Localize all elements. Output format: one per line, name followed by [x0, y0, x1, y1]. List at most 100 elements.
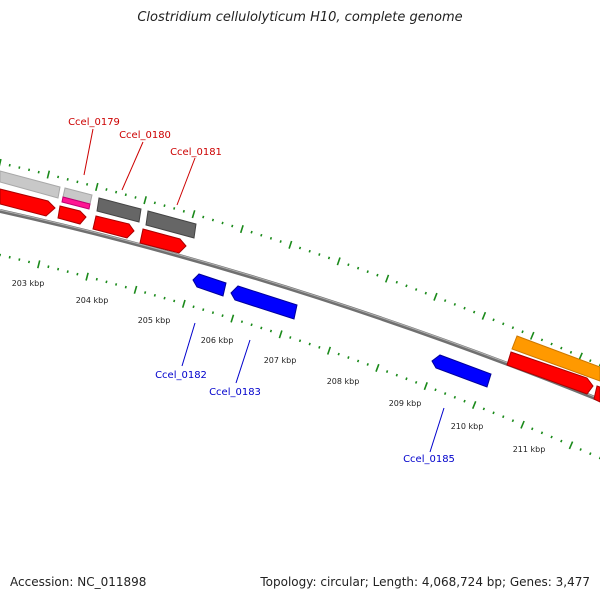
inner-tick	[211, 311, 215, 315]
inner-tick	[579, 448, 582, 451]
inner-tick	[95, 277, 98, 281]
inner-tick	[153, 293, 156, 297]
inner-tick	[115, 283, 118, 286]
outer-tick	[66, 178, 69, 181]
outer-tick	[105, 188, 108, 191]
inner-tick	[192, 305, 195, 309]
outer-tick	[260, 233, 263, 237]
outer-tick	[0, 158, 2, 167]
inner-tick	[250, 323, 253, 327]
outer-tick	[540, 338, 544, 342]
outer-tick	[463, 306, 466, 310]
inner-tick	[27, 260, 31, 264]
scale-label-204: 204 kbp	[76, 296, 109, 305]
outer-tick	[492, 318, 495, 322]
feature-light-grey	[0, 170, 61, 199]
inner-tick	[173, 299, 176, 303]
outer-tick	[115, 190, 118, 194]
outer-tick	[279, 240, 282, 243]
label-ccel-0181[interactable]: Ccel_0181	[170, 147, 222, 158]
outer-tick	[560, 346, 563, 350]
outer-tick	[163, 204, 166, 208]
feature-pink	[61, 196, 91, 210]
accession-text: Accession: NC_011898	[10, 575, 147, 589]
outer-tick	[453, 302, 457, 306]
scale-label-203: 203 kbp	[12, 279, 45, 288]
inner-tick	[85, 272, 89, 281]
cds-blue-ccel-0183	[230, 285, 298, 320]
inner-tick	[520, 420, 525, 429]
outer-tick	[153, 201, 156, 205]
feature-orange	[511, 335, 600, 382]
inner-tick-ring	[0, 253, 600, 460]
inner-tick	[385, 370, 389, 373]
inner-tick	[163, 296, 166, 300]
map-title: Clostridium cellulolyticum H10, complete…	[137, 10, 463, 25]
leader-ccel-0179	[83, 128, 94, 176]
inner-tick	[66, 270, 69, 273]
outer-tick	[124, 193, 127, 197]
outer-tick	[298, 246, 302, 250]
genome-summary-text: Topology: circular; Length: 4,068,724 bp…	[260, 575, 590, 589]
inner-tick	[37, 260, 41, 269]
genome-backbone	[0, 209, 600, 402]
inner-tick	[181, 299, 186, 308]
inner-tick	[414, 380, 418, 384]
feature-grey-ccel-0181	[145, 210, 197, 239]
inner-tick	[278, 330, 283, 339]
label-ccel-0180[interactable]: Ccel_0180	[119, 130, 171, 141]
outer-tick	[221, 221, 224, 225]
outer-tick	[472, 310, 476, 314]
outer-tick	[57, 175, 60, 179]
inner-tick	[492, 411, 495, 415]
cds-red-2	[57, 205, 87, 225]
leader-ccel-0185	[429, 407, 445, 453]
inner-tick	[482, 407, 486, 411]
inner-tick	[260, 326, 263, 330]
inner-tick	[18, 258, 21, 261]
outer-tick	[443, 299, 447, 303]
cds-red-3	[92, 215, 135, 239]
outer-tick	[376, 273, 379, 277]
inner-tick	[375, 363, 380, 372]
outer-tick	[269, 236, 273, 240]
inner-tick	[443, 392, 447, 395]
inner-tick	[133, 285, 138, 294]
inner-tick	[540, 431, 544, 435]
inner-tick	[531, 427, 534, 431]
label-ccel-0185[interactable]: Ccel_0185	[403, 454, 455, 465]
outer-tick	[143, 196, 147, 205]
inner-tick	[326, 346, 332, 355]
outer-tick	[384, 274, 390, 283]
outer-tick	[288, 240, 293, 249]
outer-tick	[76, 180, 79, 184]
label-ccel-0183[interactable]: Ccel_0183	[209, 387, 261, 398]
outer-tick	[231, 224, 234, 228]
outer-tick	[356, 266, 360, 270]
inner-tick	[240, 320, 244, 324]
label-ccel-0179[interactable]: Ccel_0179	[68, 117, 120, 128]
inner-tick	[289, 336, 292, 339]
outer-tick	[589, 359, 592, 363]
inner-tick	[337, 352, 340, 356]
outer-tick	[550, 342, 553, 346]
inner-tick	[434, 388, 437, 392]
inner-tick	[298, 339, 302, 343]
inner-tick	[589, 452, 592, 456]
leader-ccel-0183	[235, 339, 251, 384]
scale-label-205: 205 kbp	[138, 316, 171, 325]
outer-tick	[211, 218, 215, 222]
outer-tick	[202, 215, 205, 219]
cds-blue-ccel-0182	[192, 273, 227, 297]
inner-tick	[202, 308, 205, 312]
outer-tick	[173, 207, 176, 210]
inner-tick	[76, 272, 79, 276]
label-ccel-0182[interactable]: Ccel_0182	[155, 370, 207, 381]
scale-label-211: 211 kbp	[513, 445, 546, 454]
outer-tick	[86, 182, 89, 186]
outer-tick	[308, 249, 311, 253]
inner-tick	[269, 329, 273, 333]
cds-red-6	[593, 385, 600, 403]
inner-tick	[57, 267, 60, 271]
outer-tick	[28, 168, 31, 172]
